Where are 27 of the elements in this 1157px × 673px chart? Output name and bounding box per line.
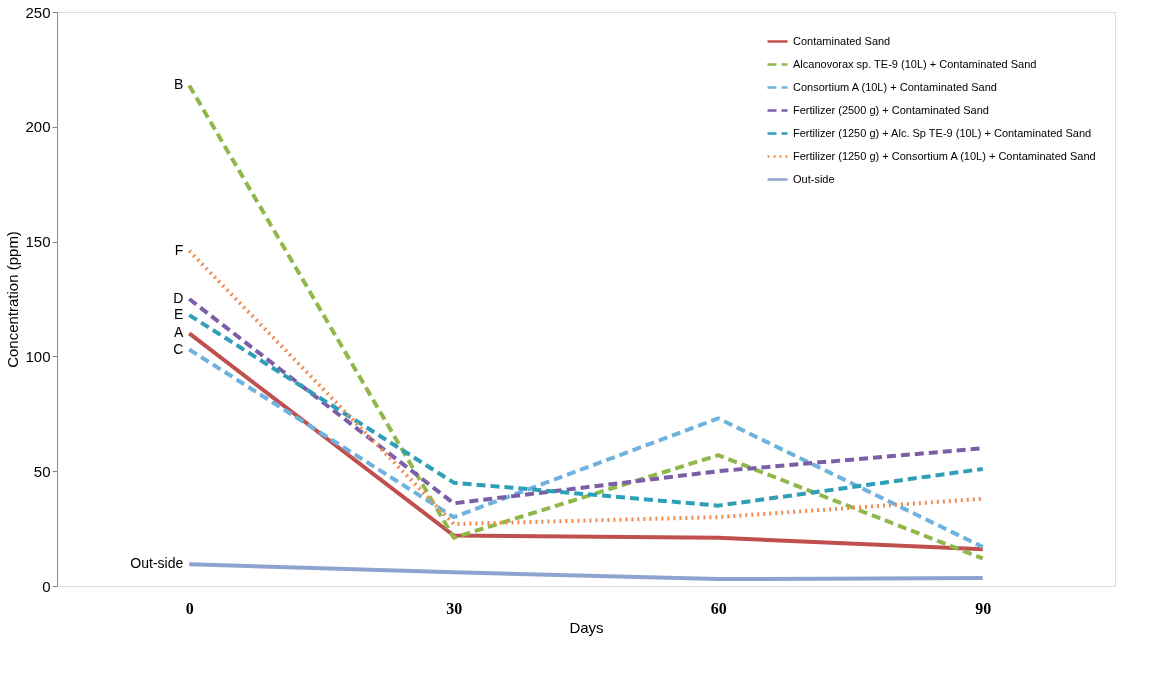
legend-label: Fertilizer (1250 g) + Consortium A (10L) + Contaminated Sand bbox=[793, 149, 1096, 162]
legend-label: Consortium A (10L) + Contaminated Sand bbox=[793, 80, 997, 93]
x-tick-label: 60 bbox=[710, 599, 727, 617]
annotation: C bbox=[173, 340, 184, 357]
line-series bbox=[187, 562, 985, 582]
annotation: F bbox=[174, 241, 184, 258]
x-tick-label: 0 bbox=[185, 599, 194, 617]
legend-label: Contaminated Sand bbox=[793, 34, 891, 47]
y-axis-title: Concentration (ppm) bbox=[4, 231, 22, 368]
legend-label: Out-side bbox=[793, 172, 835, 185]
x-axis-title: Days bbox=[569, 618, 604, 636]
annotation: B bbox=[173, 76, 184, 93]
legend-label: Alcanovorax sp. TE-9 (10L) + Contaminated Sand bbox=[793, 57, 1037, 70]
x-tick-label: 90 bbox=[975, 599, 992, 617]
annotation: D bbox=[173, 290, 184, 306]
legend-label: Fertilizer (2500 g) + Contaminated Sand bbox=[793, 103, 989, 116]
y-tick-label: 0 bbox=[42, 577, 51, 595]
x-tick-label: 30 bbox=[446, 599, 463, 617]
annotation: Out-side bbox=[130, 555, 184, 572]
legend-label: Fertilizer (1250 g) + Alc. Sp TE-9 (10L) + Contaminated Sand bbox=[793, 126, 1092, 139]
y-tick-label: 50 bbox=[33, 462, 51, 480]
y-tick-label: 200 bbox=[25, 118, 51, 136]
y-tick-label: 100 bbox=[25, 347, 51, 365]
y-tick-label: 150 bbox=[25, 233, 51, 251]
y-tick-label: 250 bbox=[25, 3, 51, 21]
annotation: E bbox=[173, 306, 184, 323]
annotation: A bbox=[173, 324, 184, 341]
